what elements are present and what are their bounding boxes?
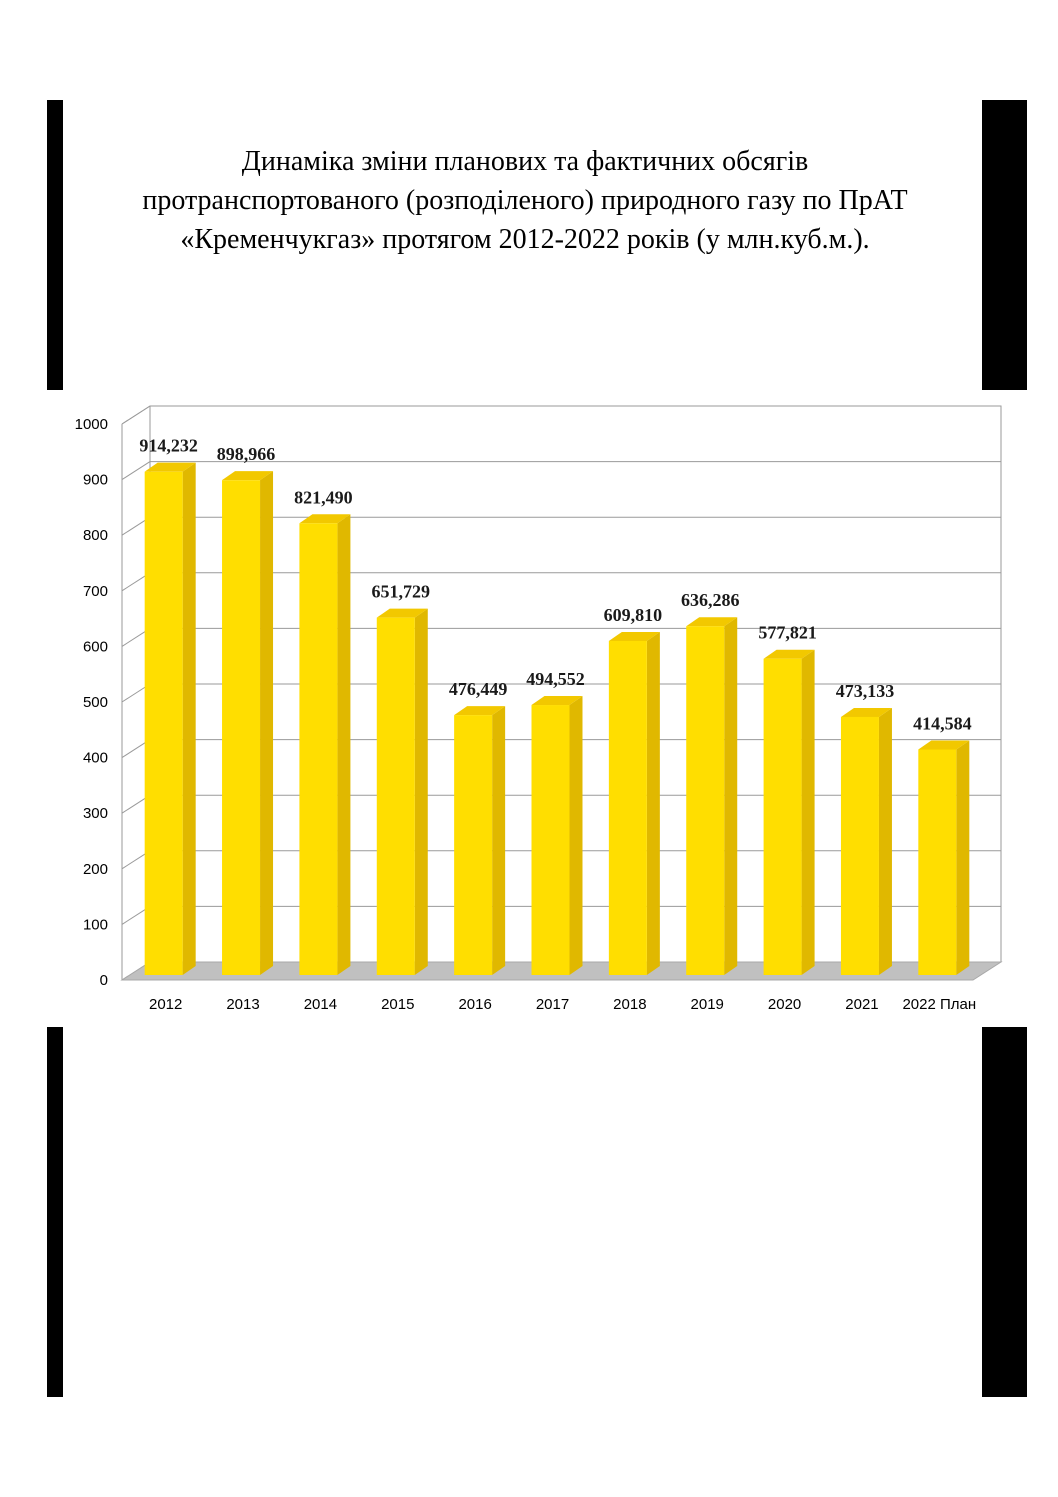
bar: [376, 617, 415, 975]
y-tick-label: 400: [83, 750, 108, 767]
bar-top: [840, 707, 892, 717]
y-tick-label: 300: [83, 805, 108, 822]
frame-left-bottom: [47, 1027, 63, 1397]
bar: [454, 715, 493, 975]
bar-side: [801, 649, 815, 975]
x-tick-label: 2015: [381, 996, 414, 1013]
bar-side: [260, 471, 274, 975]
bar-side: [182, 462, 196, 975]
data-label: 494,552: [526, 669, 585, 689]
axes: 0 100 200 300 400 500 600 700 800 900 1000 2012 2013…: [75, 416, 977, 1013]
bar-side: [337, 514, 351, 975]
bar-side: [878, 707, 892, 975]
y-tick-label: 100: [83, 916, 108, 933]
chart-title: Динаміка зміни планових та фактичних обс…: [60, 142, 990, 259]
bar-side: [492, 706, 506, 975]
bar-side: [646, 631, 660, 975]
frame-left-top: [47, 100, 63, 390]
side-wall-top: [121, 405, 151, 425]
bar: [840, 716, 879, 975]
bar: [918, 749, 957, 975]
data-label: 414,584: [913, 713, 972, 733]
y-tick-label: 0: [100, 972, 108, 989]
bar: [144, 471, 183, 975]
y-tick-label: 500: [83, 694, 108, 711]
bar-top: [222, 471, 274, 481]
bar-side: [956, 740, 970, 975]
y-tick-label: 900: [83, 472, 108, 489]
bar-top: [763, 649, 815, 659]
bar: [763, 658, 802, 975]
bar-top: [299, 514, 351, 524]
bar-top: [376, 608, 428, 618]
y-tick-label: 600: [83, 638, 108, 655]
y-tick-label: 700: [83, 583, 108, 600]
bar: [531, 705, 570, 975]
bar-top: [686, 617, 738, 627]
bar-top: [531, 696, 583, 706]
title-line-2: протранспортованого (розподіленого) прир…: [142, 185, 908, 216]
title-line-3: «Кременчукгаз» протягом 2012-2022 років …: [180, 224, 870, 255]
frame-right-top: [982, 100, 1027, 390]
bar-top: [918, 740, 970, 750]
data-label: 476,449: [449, 679, 508, 699]
x-tick-label: 2021: [845, 996, 878, 1013]
data-label: 609,810: [604, 605, 663, 625]
frame-right-bottom: [982, 1027, 1027, 1397]
data-label: 651,729: [372, 582, 431, 602]
bar: [222, 480, 261, 975]
y-tick-label: 800: [83, 527, 108, 544]
x-tick-label: 2018: [613, 996, 646, 1013]
y-tick-label: 1000: [75, 416, 108, 433]
title-line-1: Динаміка зміни планових та фактичних обс…: [241, 146, 809, 177]
gridline-side: [121, 461, 151, 481]
x-tick-label: 2016: [458, 996, 491, 1013]
x-tick-label: 2013: [226, 996, 259, 1013]
x-tick-label: 2014: [304, 996, 337, 1013]
data-label: 636,286: [681, 590, 740, 610]
bar: [686, 626, 725, 975]
x-tick-label: 2020: [768, 996, 801, 1013]
bar-top: [608, 631, 660, 641]
data-label: 914,232: [139, 436, 198, 456]
bar-top: [454, 706, 506, 716]
data-label: 898,966: [217, 444, 276, 464]
data-label: 577,821: [758, 623, 817, 643]
x-tick-label: 2022 План: [902, 996, 976, 1013]
bar: [608, 640, 647, 975]
x-tick-label: 2012: [149, 996, 182, 1013]
y-tick-label: 200: [83, 861, 108, 878]
bar-top: [144, 462, 196, 472]
x-tick-label: 2019: [691, 996, 724, 1013]
bars: [144, 462, 970, 975]
bar-side: [569, 696, 583, 975]
data-label: 473,133: [836, 681, 895, 701]
data-labels: 914,232 898,966 821,490 651,729 476,449 494,5…: [139, 436, 971, 734]
bar-side: [724, 617, 738, 975]
x-tick-label: 2017: [536, 996, 569, 1013]
data-label: 821,490: [294, 487, 353, 507]
bar-side: [414, 608, 428, 975]
bar: [299, 523, 338, 975]
